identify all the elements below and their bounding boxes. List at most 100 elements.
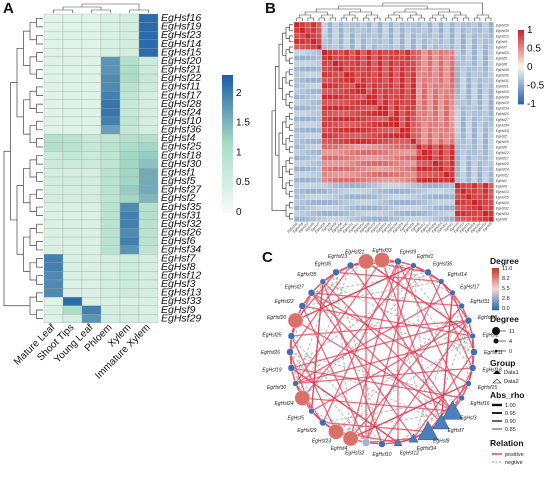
column-dendrogram-branch xyxy=(299,14,311,18)
correlation-cell xyxy=(371,55,378,61)
heatmap-cell xyxy=(43,245,64,255)
network-node-label: EgHsf13 xyxy=(328,254,347,260)
correlation-cell xyxy=(410,193,417,200)
correlation-cell xyxy=(393,121,400,128)
correlation-cell xyxy=(482,121,489,128)
correlation-cell xyxy=(293,216,300,222)
column-dendrogram-branch xyxy=(382,2,483,15)
legend-degree-colorbar xyxy=(492,290,499,292)
correlation-cell xyxy=(304,88,311,95)
correlation-cell xyxy=(488,160,494,167)
correlation-colorbar-segment xyxy=(518,78,524,81)
correlation-cell xyxy=(360,66,367,73)
correlation-cell xyxy=(366,66,372,73)
correlation-cell xyxy=(371,49,378,56)
row-dendrogram-branch xyxy=(16,185,24,255)
correlation-cell xyxy=(460,82,467,89)
correlation-cell xyxy=(477,210,483,217)
correlation-cell xyxy=(488,66,494,73)
correlation-cell xyxy=(404,138,411,145)
correlation-cell xyxy=(338,155,345,161)
correlation-cell xyxy=(304,216,311,222)
column-dendrogram-branch xyxy=(396,17,403,21)
correlation-cell xyxy=(316,160,322,167)
correlation-cell xyxy=(388,55,395,61)
correlation-cell xyxy=(388,60,395,67)
colorbar-segment xyxy=(222,166,233,170)
correlation-cell xyxy=(354,44,361,50)
correlation-cell xyxy=(349,94,356,100)
correlation-cell xyxy=(482,60,489,67)
heatmap-cell xyxy=(81,296,102,306)
heatmap-cell xyxy=(43,168,64,178)
correlation-cell xyxy=(404,205,411,211)
legend-degree-colorbar xyxy=(492,303,499,306)
correlation-cell xyxy=(371,160,378,167)
correlation-cell xyxy=(482,155,489,161)
correlation-cell xyxy=(471,49,478,56)
heatmap-cell xyxy=(81,194,102,203)
gene-column-label: EgHsf2 xyxy=(399,222,410,233)
correlation-cell xyxy=(293,49,300,56)
correlation-cell xyxy=(382,210,389,217)
correlation-cell xyxy=(360,105,367,111)
network-node-circle xyxy=(458,302,465,310)
heatmap-cell xyxy=(119,168,140,178)
correlation-cell xyxy=(449,216,456,222)
positive-edge xyxy=(349,261,399,439)
gene-column-label: EgHsf11 xyxy=(348,222,360,234)
correlation-cell xyxy=(449,82,456,89)
correlation-cell xyxy=(482,99,489,106)
correlation-cell xyxy=(454,199,461,206)
correlation-cell xyxy=(299,88,306,95)
correlation-cell xyxy=(338,171,345,178)
correlation-cell xyxy=(354,94,361,100)
gene-row-label: EgHsf16 xyxy=(161,12,201,24)
gene-row-label: EgHsf25 xyxy=(161,141,201,153)
heatmap-cell xyxy=(43,288,64,298)
column-dendrogram-branch xyxy=(410,14,422,18)
correlation-cell xyxy=(438,105,444,111)
row-dendrogram-branch xyxy=(36,258,43,268)
correlation-cell xyxy=(299,77,306,84)
gene-row-label: EgHsf26 xyxy=(161,227,201,239)
correlation-cell xyxy=(488,121,494,128)
positive-edge xyxy=(295,264,414,322)
correlation-cell xyxy=(393,60,400,67)
correlation-cell xyxy=(449,121,456,128)
heatmap-cell xyxy=(100,305,121,315)
correlation-cell xyxy=(360,27,367,34)
correlation-cell xyxy=(415,155,422,161)
correlation-cell xyxy=(316,138,322,145)
heatmap-cell xyxy=(119,279,140,289)
gene-row-label: EgHsf7 xyxy=(161,252,197,264)
correlation-cell xyxy=(366,21,372,28)
correlation-colorbar-segment xyxy=(518,46,524,49)
correlation-cell xyxy=(432,44,439,50)
correlation-cell xyxy=(338,182,345,189)
correlation-cell xyxy=(415,143,422,150)
heatmap-cell xyxy=(62,176,83,186)
correlation-cell xyxy=(488,82,494,89)
legend-degree-colorbar xyxy=(492,308,499,311)
correlation-cell xyxy=(460,110,467,117)
correlation-cell xyxy=(332,94,339,100)
correlation-cell xyxy=(349,82,356,89)
correlation-cell xyxy=(432,82,439,89)
correlation-cell xyxy=(388,149,395,156)
heatmap-cell xyxy=(81,305,102,315)
correlation-cell xyxy=(304,55,311,61)
network-node-label: EgHsf15 xyxy=(478,385,497,391)
correlation-cell xyxy=(421,32,428,39)
correlation-cell xyxy=(449,210,456,217)
correlation-cell xyxy=(321,132,328,139)
heatmap-cell xyxy=(100,288,121,298)
gene-column-label: EgHsf9 xyxy=(482,222,493,233)
correlation-colorbar-segment xyxy=(518,71,524,74)
heatmap-cell xyxy=(138,176,159,186)
correlation-cell xyxy=(304,155,311,161)
correlation-cell xyxy=(366,132,372,139)
correlation-cell xyxy=(316,171,322,178)
correlation-cell xyxy=(360,71,367,78)
correlation-cell xyxy=(477,166,483,172)
